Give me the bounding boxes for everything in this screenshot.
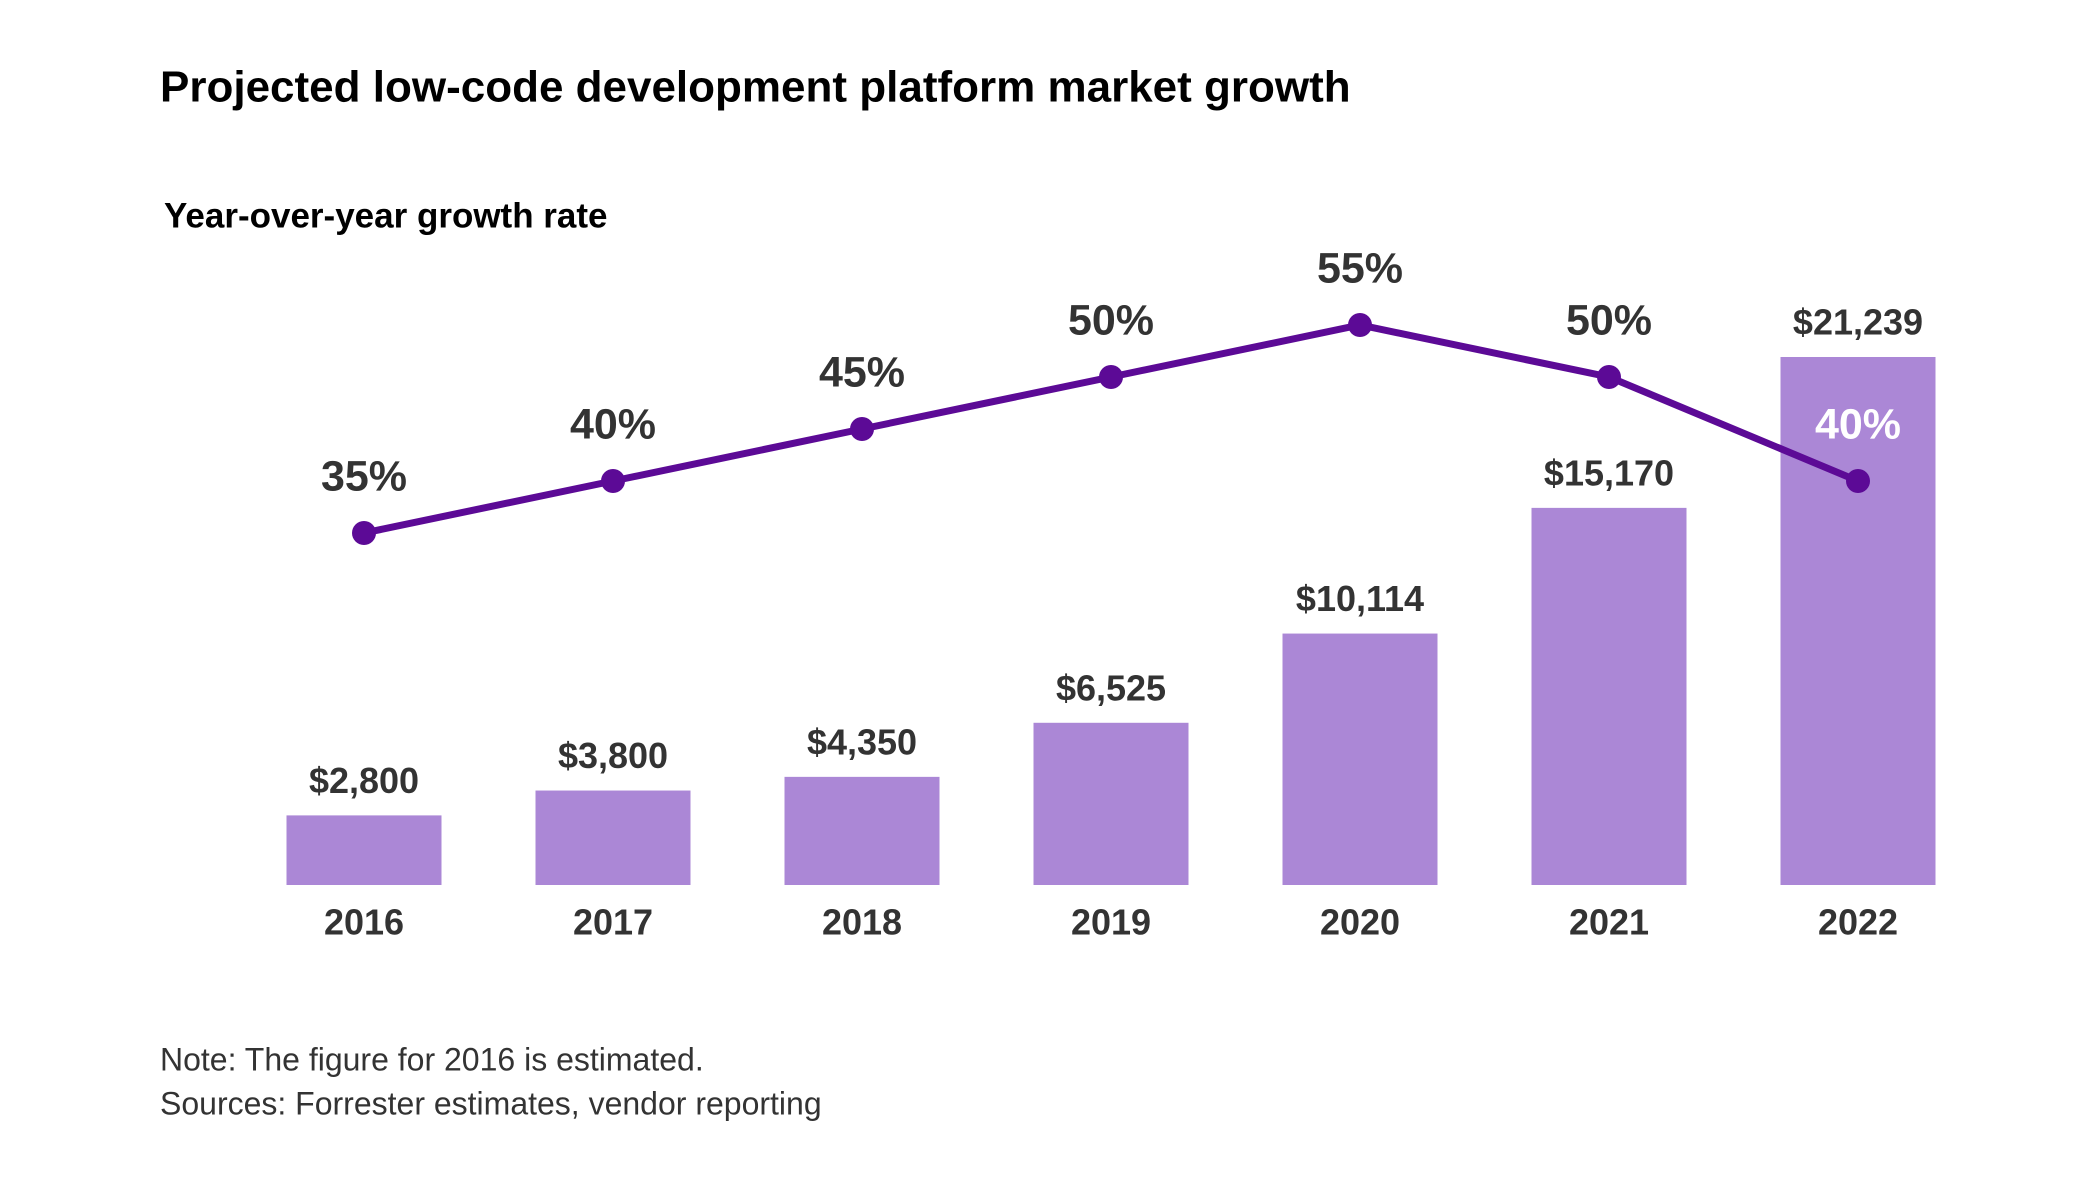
x-tick-label: 2021 xyxy=(1569,902,1649,943)
bar-label: $2,800 xyxy=(309,760,419,801)
bar-label: $3,800 xyxy=(558,735,668,776)
line-label: 35% xyxy=(321,452,407,500)
line-label: 55% xyxy=(1317,244,1403,292)
x-tick-label: 2018 xyxy=(822,902,902,943)
note: Sources: Forrester estimates, vendor rep… xyxy=(160,1085,822,1121)
bar-label: $4,350 xyxy=(807,721,917,762)
bar-label: $6,525 xyxy=(1056,667,1166,708)
bar xyxy=(1531,507,1687,885)
bar xyxy=(1282,633,1438,885)
x-tick-label: 2016 xyxy=(324,902,404,943)
line-label: 50% xyxy=(1566,296,1652,344)
line-label: 50% xyxy=(1068,296,1154,344)
line-point xyxy=(1597,365,1621,389)
line-point xyxy=(1846,469,1870,493)
bar xyxy=(1780,357,1936,885)
x-tick-label: 2022 xyxy=(1818,902,1898,943)
line-point xyxy=(1348,313,1372,337)
line-label: 40% xyxy=(1815,400,1901,448)
line-label: 45% xyxy=(819,348,905,396)
x-tick-label: 2020 xyxy=(1320,902,1400,943)
bar-label: $21,239 xyxy=(1793,302,1923,343)
bar xyxy=(286,815,442,885)
note: Note: The figure for 2016 is estimated. xyxy=(160,1041,704,1077)
line-title: Year-over-year growth rate xyxy=(164,196,608,235)
bar xyxy=(1033,722,1189,885)
chart-title: Projected low-code development platform … xyxy=(160,63,1351,112)
x-tick-label: 2017 xyxy=(573,902,653,943)
line-point xyxy=(601,469,625,493)
x-tick-label: 2019 xyxy=(1071,902,1151,943)
line-point xyxy=(352,521,376,545)
bar-label: $10,114 xyxy=(1296,578,1424,619)
bar xyxy=(784,776,940,885)
bar xyxy=(535,790,691,885)
line-point xyxy=(850,417,874,441)
line-point xyxy=(1099,365,1123,389)
bar-label: $15,170 xyxy=(1544,452,1674,493)
line-label: 40% xyxy=(570,400,656,448)
